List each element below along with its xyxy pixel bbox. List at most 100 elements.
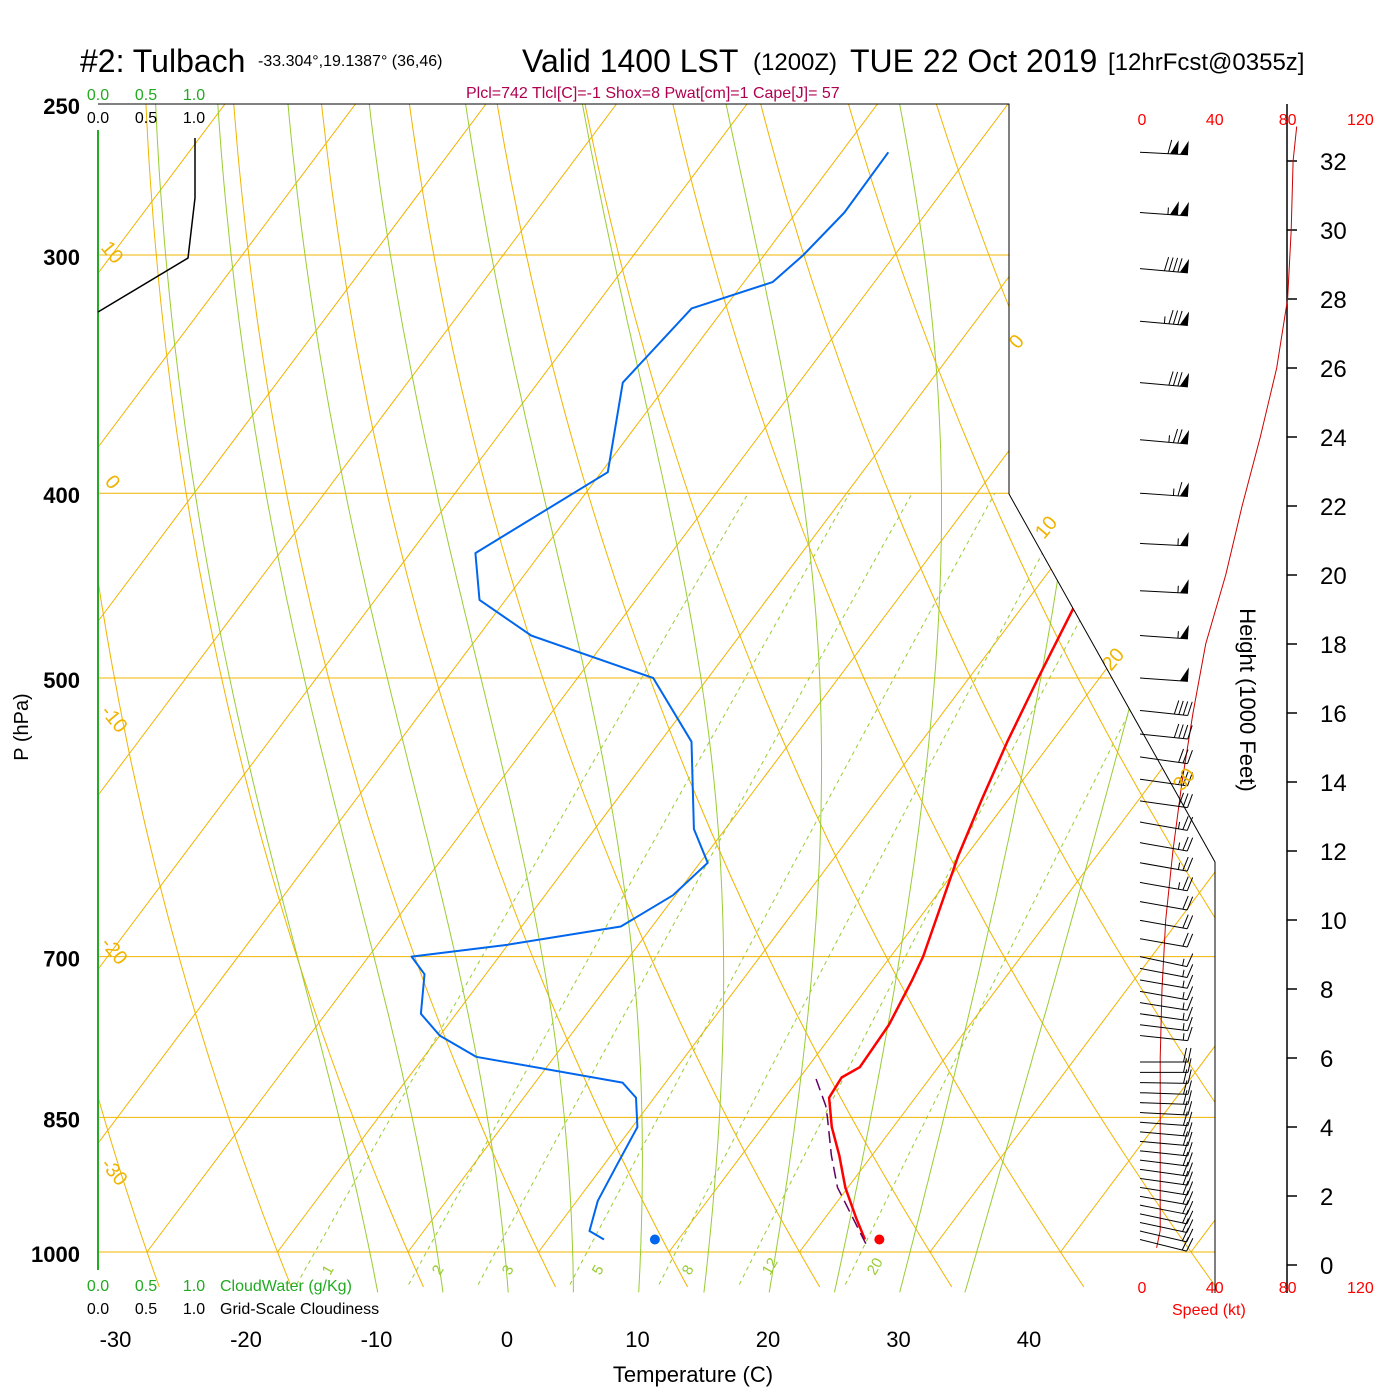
wind-barb-flag <box>1182 771 1189 786</box>
dry-adiabat <box>98 104 292 1288</box>
x-tick-label: 30 <box>886 1327 910 1352</box>
height-tick-label: 6 <box>1320 1046 1333 1073</box>
wind-barb <box>1139 932 1194 948</box>
wind-barb-staff <box>1139 1230 1187 1243</box>
wind-barb-half-flag <box>1182 1002 1185 1010</box>
height-tick-label: 22 <box>1320 494 1347 521</box>
dry-adiabat <box>408 104 821 1288</box>
wind-barb-flag <box>1182 816 1189 830</box>
wind-barb-flag <box>1186 953 1194 967</box>
wind-barb <box>1139 876 1194 892</box>
wind-barb-staff <box>1139 1204 1188 1215</box>
wind-barb-flag <box>1186 974 1194 989</box>
wind-barb-flag <box>1182 1151 1189 1166</box>
speed-top-tick: 80 <box>1279 112 1297 129</box>
dry-adiabat <box>1373 99 1400 1287</box>
wind-barb-flag <box>1187 1047 1192 1063</box>
mixing-ratio-label: 20 <box>864 1255 887 1278</box>
y-tick-label: 500 <box>43 668 80 693</box>
wind-barb <box>1139 256 1190 274</box>
wind-barb-flag <box>1182 1218 1189 1232</box>
height-tick-label: 2 <box>1320 1184 1333 1211</box>
dry-adiabat <box>758 104 1215 1288</box>
station-title: #2: Tulbach <box>80 43 245 79</box>
isotherm-label: 20 <box>1098 644 1129 675</box>
wind-barb-flag <box>1182 724 1189 739</box>
cloudwater-bottom-tick: 0.5 <box>135 1278 157 1295</box>
sounding-profiles <box>410 151 1181 1245</box>
wind-barb-flag <box>1178 748 1185 763</box>
wind-barb-flag <box>1186 964 1194 978</box>
forecast-date: TUE 22 Oct 2019 <box>850 43 1097 79</box>
wind-barb-staff <box>1139 1222 1188 1233</box>
wind-barb <box>1139 996 1194 1011</box>
wind-barb <box>1139 371 1190 388</box>
y-tick-label: 300 <box>43 245 80 270</box>
wind-barb-staff <box>1139 862 1188 872</box>
wind-barb-flag <box>1183 1058 1187 1073</box>
wind-barb-flag <box>1178 792 1185 807</box>
wind-barb-flag <box>1173 723 1180 738</box>
wind-barb-flag <box>1186 1210 1194 1225</box>
wind-barb-flag <box>1187 1080 1192 1095</box>
wind-barb-half-flag <box>1182 969 1185 977</box>
wind-barb <box>1139 1111 1193 1127</box>
wind-barb <box>1139 1080 1192 1095</box>
wind-barb-flag <box>1172 310 1179 325</box>
isotherm-line <box>668 104 1215 1253</box>
height-axis-title: Height (1000 Feet) <box>1235 608 1260 791</box>
height-tick-label: 14 <box>1320 770 1347 797</box>
cloudiness-top-tick: 0.5 <box>135 110 157 127</box>
wind-barb <box>1139 481 1189 498</box>
wind-barb <box>1139 1190 1194 1206</box>
wind-barb-staff <box>1139 821 1188 831</box>
dry-adiabat <box>1285 99 1400 1287</box>
wind-barb-flag <box>1182 1209 1189 1224</box>
cloudwater-bottom-tick: 1.0 <box>183 1278 205 1295</box>
wind-barb-flag <box>1186 816 1194 831</box>
dry-adiabat <box>671 104 1215 1288</box>
wind-barb-flag <box>1187 1090 1192 1105</box>
mixing-ratio-line <box>408 492 850 1285</box>
isotherm-line <box>146 104 1009 1253</box>
surface-temperature-marker <box>874 1234 885 1245</box>
wind-barb <box>1139 624 1189 640</box>
mixing-ratio-label: 3 <box>499 1262 518 1278</box>
mixing-ratio-label: 12 <box>759 1255 782 1278</box>
wind-barb <box>1139 1151 1193 1167</box>
wind-barb <box>1139 986 1194 1001</box>
x-tick-label: 40 <box>1017 1327 1041 1352</box>
cloudiness-top-tick: 0.0 <box>87 110 109 127</box>
mixing-ratio-line <box>844 492 1215 1285</box>
moist-adiabat <box>833 104 942 1293</box>
y-tick-label: 400 <box>43 483 80 508</box>
wind-barb-staff <box>1139 1024 1188 1032</box>
wind-barb-pennant <box>1179 311 1190 326</box>
isotherm-line <box>538 104 1215 1253</box>
wind-barb-staff <box>1139 956 1188 968</box>
x-axis-title: Temperature (C) <box>613 1362 773 1387</box>
wind-barb-staff <box>1139 1140 1188 1147</box>
cloud-panel: 0.0 0.0 0.0 0.0 0.5 0.5 0.5 0.5 1.0 1.0 1.0 1.0 <box>87 87 205 1318</box>
wind-barb-pennant <box>1179 482 1189 497</box>
wind-barb-flag <box>1186 857 1194 872</box>
isotherm-line <box>1322 104 1400 1252</box>
wind-barb-flag <box>1186 1238 1194 1252</box>
wind-barb-flag <box>1182 1170 1189 1185</box>
wind-barb-flag <box>1186 996 1194 1011</box>
wind-barb <box>1139 1200 1194 1215</box>
moist-adiabat <box>284 104 509 1293</box>
forecast-run: [12hrFcst@0355z] <box>1108 49 1304 76</box>
wind-barb-staff <box>1139 938 1188 948</box>
wind-barb <box>1139 1227 1194 1243</box>
wind-barb-flag <box>1182 793 1189 808</box>
wind-barb <box>1139 700 1193 716</box>
cloudwater-bottom-tick: 0.0 <box>87 1278 109 1295</box>
wind-barb-flag <box>1187 1058 1192 1073</box>
wind-barb-staff <box>1139 1186 1188 1196</box>
wind-barb-flag <box>1182 932 1189 947</box>
wind-barb-flag <box>1187 1131 1193 1146</box>
wind-barb-flag <box>1182 1121 1189 1136</box>
wind-barb-staff <box>1139 919 1188 930</box>
wind-barb-pennant <box>1179 140 1189 155</box>
